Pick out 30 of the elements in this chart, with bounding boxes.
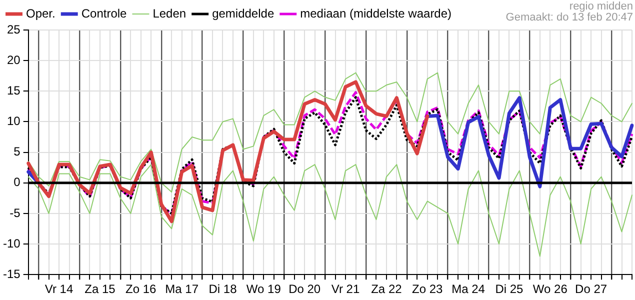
x-tick-label: Ma 24 xyxy=(452,282,486,296)
x-tick-label: Di 18 xyxy=(208,282,238,296)
x-tick-label: Do 27 xyxy=(575,282,608,296)
y-tick-label: -15 xyxy=(3,266,21,281)
y-tick-label: -10 xyxy=(3,236,21,250)
x-tick-label: Di 25 xyxy=(495,282,524,296)
x-tick-label: Za 22 xyxy=(371,282,402,296)
x-tick-label: Ma 17 xyxy=(165,282,199,296)
x-tick-label: Wo 19 xyxy=(246,282,282,296)
legend-label: Controle xyxy=(81,6,128,20)
x-tick-label: Do 20 xyxy=(288,282,321,296)
y-tick-label: 0 xyxy=(14,175,21,190)
x-tick-label: Za 15 xyxy=(84,282,116,296)
legend-label: Oper. xyxy=(26,6,56,20)
legend-label: gemiddelde xyxy=(212,6,274,20)
y-tick-label: 10 xyxy=(6,114,21,128)
y-tick-label: 15 xyxy=(6,83,21,98)
x-tick-label: Wo 26 xyxy=(532,282,568,296)
x-tick-label: Vr 14 xyxy=(44,282,74,296)
x-tick-label: Zo 16 xyxy=(126,282,157,296)
y-tick-label: 20 xyxy=(6,52,21,67)
y-tick-label: 5 xyxy=(14,144,21,159)
legend-label: mediaan (middelste waarde) xyxy=(300,6,452,20)
x-tick-label: Zo 23 xyxy=(412,282,444,296)
text: regio midden xyxy=(569,0,633,13)
legend-label: Leden xyxy=(152,6,186,20)
y-tick-label: -5 xyxy=(10,206,21,220)
x-tick-label: Vr 21 xyxy=(331,282,360,296)
y-tick-label: 25 xyxy=(6,22,21,36)
text: Gemaakt: do 13 feb 20:47 xyxy=(506,12,633,24)
